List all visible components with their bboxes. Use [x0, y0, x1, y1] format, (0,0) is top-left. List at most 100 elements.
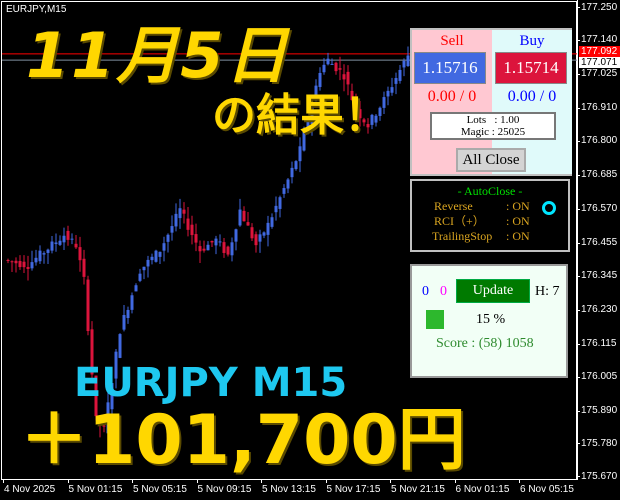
update-button[interactable]: Update [456, 279, 530, 303]
autoclose-panel: - AutoClose - Reverse : ON RCI（+） : ON T… [410, 179, 570, 252]
candle-body [222, 242, 226, 253]
candle-body [270, 217, 274, 227]
time-tick [67, 480, 69, 483]
reverse-value: : ON [506, 199, 530, 213]
reverse-label: Reverse [434, 199, 473, 213]
trade-panel: Sell 1.15716 0.00 / 0 Buy 1.15714 0.00 /… [410, 28, 572, 176]
candle-body [278, 197, 282, 209]
time-tick [132, 480, 133, 483]
buy-label: Buy [519, 33, 545, 49]
price-label: 176.230 [581, 304, 618, 316]
price-tick [577, 410, 580, 412]
autoclose-row-trailing: TrailingStop : ON [412, 229, 568, 244]
candle-body [322, 64, 326, 73]
candlestick-chart [2, 46, 577, 438]
lots-value: Lots : 1.00 [466, 114, 520, 126]
candle-body [306, 121, 310, 132]
price-label: 175.780 [581, 437, 618, 449]
candle-body [118, 334, 122, 358]
autoclose-row-rci: RCI（+） : ON [412, 214, 568, 229]
candle-body [350, 90, 354, 101]
ask-price-tag: 177.071 [579, 57, 620, 68]
time-tick [325, 480, 327, 483]
price-tick [577, 140, 580, 142]
buy-button[interactable]: 1.15714 [495, 52, 567, 84]
candle-body [138, 273, 142, 281]
time-tick [454, 480, 456, 483]
price-tick [577, 7, 580, 8]
time-label: 5 Nov 05:15 [133, 484, 187, 495]
price-tick [577, 275, 580, 277]
trailing-value: : ON [506, 229, 530, 243]
price-label: 176.345 [581, 270, 618, 282]
candle-body [382, 97, 386, 108]
candle-body [366, 124, 370, 128]
price-label: 175.890 [581, 405, 618, 417]
price-label: 176.570 [581, 203, 618, 215]
candle-body [66, 230, 70, 240]
candle-body [386, 90, 390, 97]
price-label: 176.115 [581, 338, 617, 350]
price-tick [577, 107, 580, 109]
autoclose-row-reverse: Reverse : ON [412, 199, 568, 215]
candle-body [94, 375, 98, 417]
candle-body [246, 222, 250, 226]
bid-price-tag: 177.092 [579, 46, 620, 57]
candle-body [166, 234, 170, 242]
sell-section: Sell 1.15716 0.00 / 0 [412, 30, 492, 174]
candle-body [190, 224, 194, 236]
candle-body [82, 258, 86, 277]
candle-body [218, 241, 222, 243]
candle-body [230, 242, 234, 256]
time-tick [390, 480, 391, 483]
candle-body [42, 253, 46, 255]
candle-body [330, 63, 334, 65]
candle-body [406, 55, 410, 67]
candle-body [202, 248, 206, 251]
all-close-button[interactable]: All Close [456, 148, 526, 172]
candle-body [326, 58, 330, 65]
time-tick [196, 480, 198, 483]
candle-body [178, 208, 182, 219]
candle-body [334, 62, 338, 72]
candle-body [210, 240, 214, 243]
candle-body [286, 179, 290, 189]
candle-body [226, 246, 230, 255]
candle-body [234, 229, 238, 242]
candle-body [258, 234, 262, 242]
candle-body [38, 250, 42, 262]
rci-value: : ON [506, 214, 530, 228]
candle-body [310, 104, 314, 125]
price-label: 177.025 [581, 68, 618, 80]
candle-body [90, 329, 94, 375]
candle-body [206, 244, 210, 251]
candle-body [6, 259, 10, 261]
time-tick [261, 480, 262, 483]
candle-body [254, 234, 258, 246]
candle-body [274, 205, 278, 213]
candle-body [182, 209, 186, 214]
chart-area[interactable] [1, 1, 577, 479]
candle-body [186, 218, 190, 230]
time-label: 4 Nov 2025 [4, 484, 56, 495]
candle-body [154, 250, 158, 262]
time-tick [3, 480, 4, 483]
candle-body [134, 285, 138, 292]
score-value: Score : (58) 1058 [436, 336, 534, 351]
price-tick [577, 39, 580, 41]
candle-body [14, 260, 18, 264]
candle-body [362, 119, 366, 123]
price-label: 176.685 [581, 169, 618, 181]
candle-body [114, 351, 118, 379]
candle-body [58, 240, 62, 245]
time-label: 5 Nov 01:15 [68, 484, 123, 495]
candle-body [282, 188, 286, 194]
status-indicator-icon [426, 310, 444, 329]
candle-body [250, 227, 254, 239]
candle-body [354, 97, 358, 112]
candle-body [22, 261, 26, 268]
price-label: 176.455 [581, 237, 618, 249]
price-label: 176.910 [581, 102, 618, 114]
buy-pl: 0.00 / 0 [507, 88, 557, 105]
sell-button[interactable]: 1.15716 [414, 52, 486, 84]
